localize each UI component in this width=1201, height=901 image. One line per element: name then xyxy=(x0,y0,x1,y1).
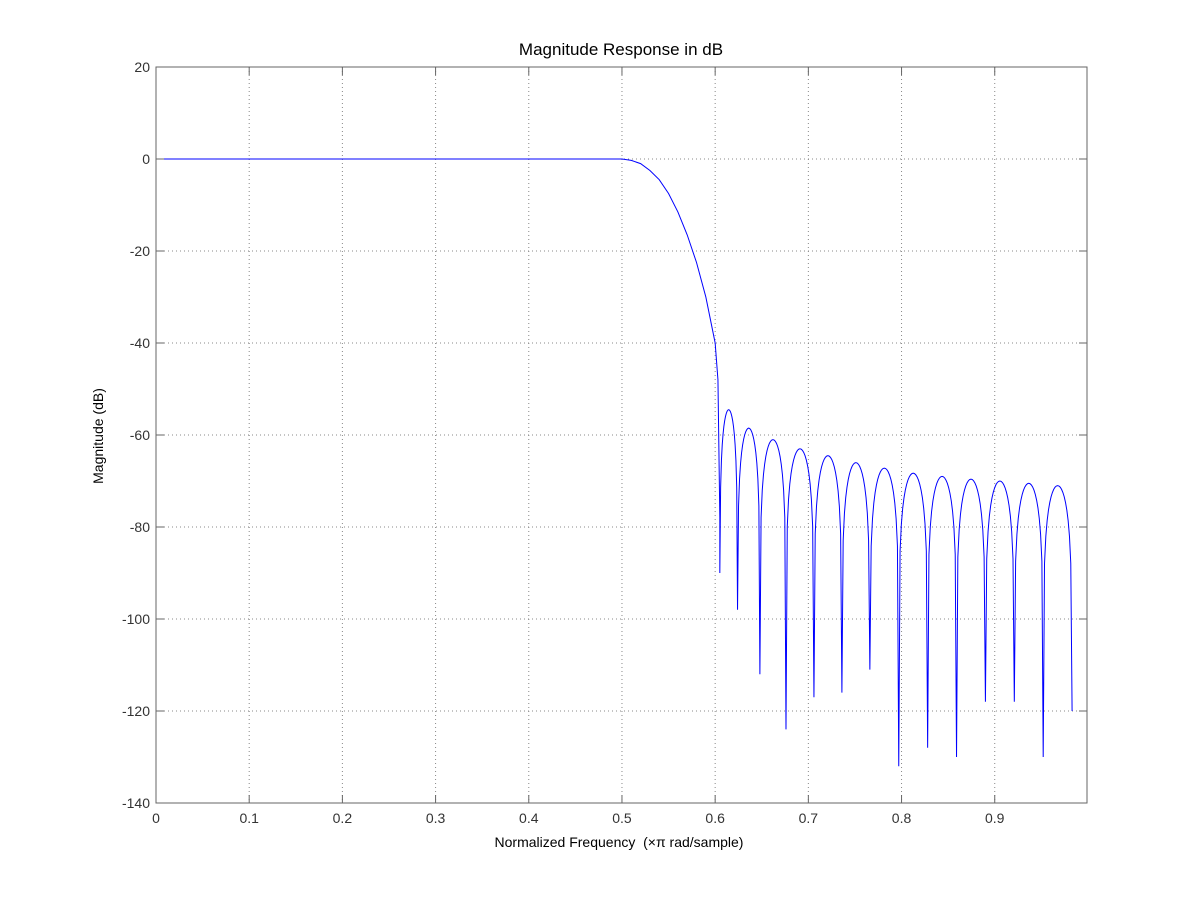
y-axis-label: Magnitude (dB) xyxy=(90,388,106,484)
y-tick-label: -40 xyxy=(130,335,150,351)
x-tick-label: 0.6 xyxy=(705,810,725,826)
y-tick-label: -20 xyxy=(130,243,150,259)
y-tick-label: -60 xyxy=(130,427,150,443)
y-tick-label: 20 xyxy=(134,59,150,75)
x-tick-label: 0 xyxy=(152,810,160,826)
magnitude-response-line xyxy=(156,158,1073,767)
y-tick-label: 0 xyxy=(142,151,150,167)
y-tick-label: -140 xyxy=(122,795,150,811)
x-tick-label: 0.7 xyxy=(799,810,819,826)
chart-title: Magnitude Response in dB xyxy=(519,40,723,59)
x-tick-label: 0.4 xyxy=(519,810,539,826)
y-tick-label: -80 xyxy=(130,519,150,535)
y-tick-labels: 20 0 -20 -40 -60 -80 -100 -120 -140 xyxy=(122,59,150,811)
x-tick-label: 0.1 xyxy=(239,810,259,826)
tick-marks xyxy=(155,66,1087,804)
grid-lines xyxy=(156,67,1087,803)
x-tick-label: 0.5 xyxy=(612,810,632,826)
x-axis-label: Normalized Frequency (×π rad/sample) xyxy=(495,834,744,850)
y-tick-label: -100 xyxy=(122,611,150,627)
x-tick-label: 0.8 xyxy=(892,810,912,826)
x-tick-label: 0.9 xyxy=(985,810,1005,826)
x-tick-label: 0.3 xyxy=(426,810,446,826)
x-tick-label: 0.2 xyxy=(333,810,353,826)
x-tick-labels: 0 0.1 0.2 0.3 0.4 0.5 0.6 0.7 0.8 0.9 xyxy=(152,810,1005,826)
y-tick-label: -120 xyxy=(122,703,150,719)
